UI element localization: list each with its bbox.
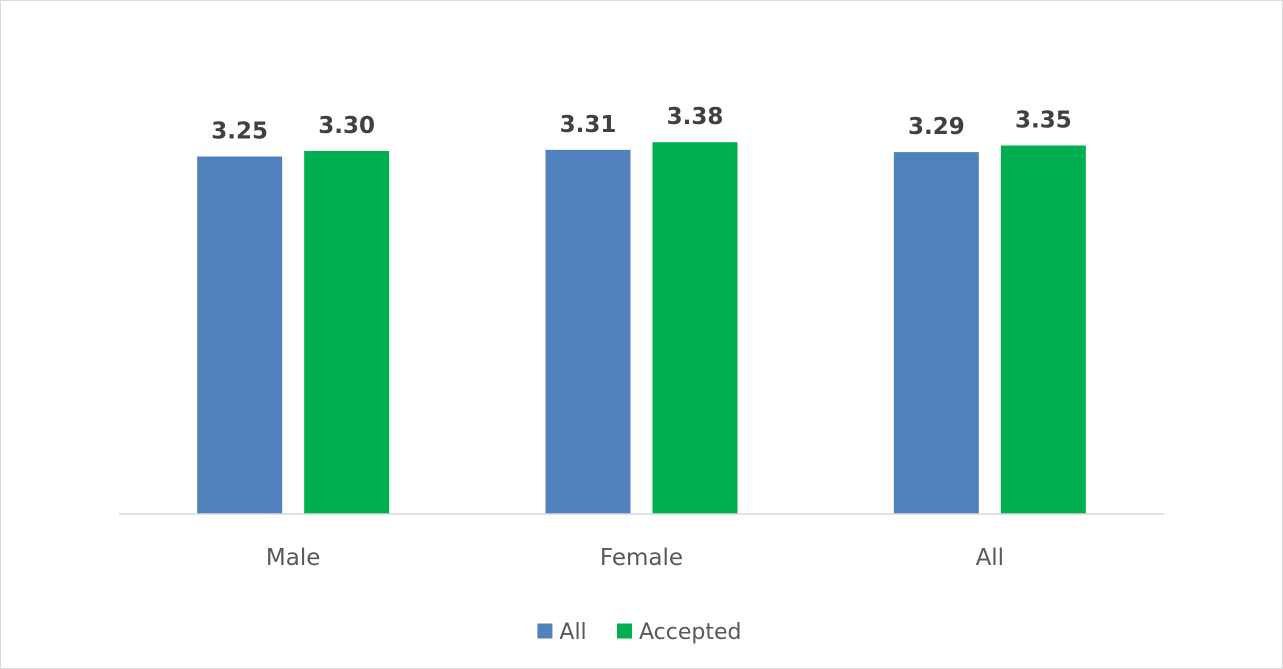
bar-male-accepted: [304, 151, 390, 514]
legend-label-all: All: [559, 620, 586, 645]
legend-swatch-all: [537, 623, 553, 639]
category-label-all: All: [976, 545, 1005, 571]
bars-group: [197, 142, 1086, 514]
bar-all-all: [893, 152, 979, 514]
legend-label-accepted: Accepted: [639, 620, 741, 645]
bar-female-accepted: [652, 142, 738, 514]
bar-female-all: [545, 149, 631, 514]
data-label-female-accepted: 3.38: [667, 104, 724, 130]
bar-all-accepted: [1000, 145, 1086, 514]
data-label-female-all: 3.31: [560, 112, 617, 138]
category-labels-group: Male Female All: [266, 545, 1004, 571]
bar-male-all: [197, 156, 283, 514]
data-labels-group: 3.25 3.30 3.31 3.38 3.29 3.35: [211, 104, 1071, 144]
data-label-all-all: 3.29: [908, 114, 965, 140]
data-label-male-all: 3.25: [211, 119, 268, 145]
legend-swatch-accepted: [617, 623, 632, 639]
category-label-female: Female: [600, 545, 683, 571]
category-label-male: Male: [266, 545, 320, 571]
legend: All Accepted: [537, 620, 741, 645]
data-label-all-accepted: 3.35: [1015, 108, 1072, 134]
data-label-male-accepted: 3.30: [318, 113, 375, 139]
